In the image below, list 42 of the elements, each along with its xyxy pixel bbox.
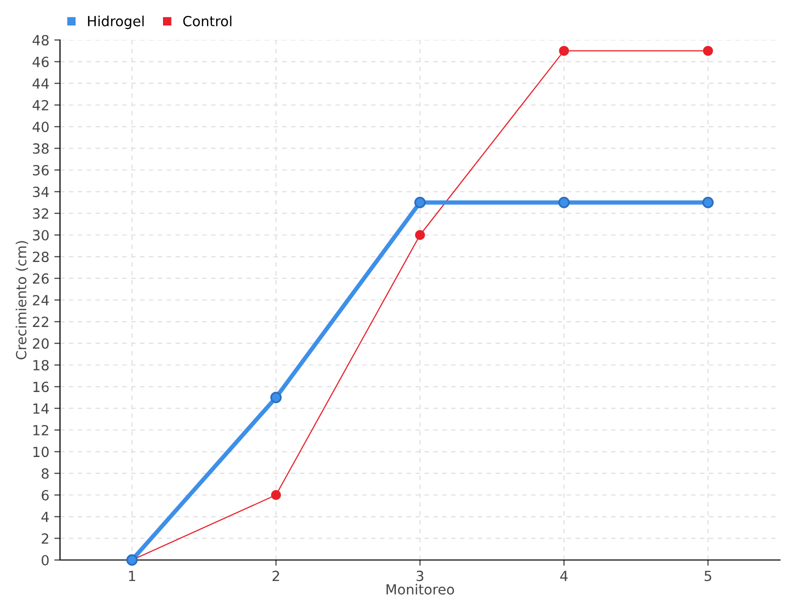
- y-tick-label: 34: [32, 186, 49, 198]
- y-tick-label: 28: [32, 252, 49, 262]
- y-axis-title: Crecimiento (cm): [16, 241, 28, 360]
- y-tick-label: 12: [33, 424, 48, 436]
- y-tick-label: 22: [32, 316, 48, 327]
- point: [270, 392, 282, 404]
- y-tick-label: 46: [32, 56, 49, 68]
- y-tick-label: 30: [32, 230, 49, 240]
- point: [703, 46, 713, 56]
- y-tick-label: 10: [33, 446, 49, 458]
- x-tick-label: 3: [416, 570, 424, 582]
- y-tick-label: 42: [32, 100, 48, 110]
- y-tick-label: 4: [41, 512, 49, 522]
- y-tick-label: 0: [42, 554, 49, 566]
- point: [415, 230, 425, 240]
- y-tick-label: 8: [42, 468, 49, 479]
- x-tick-label: 2: [272, 570, 280, 581]
- legend-label: Hidrogel: [88, 16, 144, 30]
- y-tick-label: 18: [33, 360, 49, 370]
- point: [271, 490, 281, 500]
- legend-label: Control: [183, 16, 232, 26]
- y-tick-label: 2: [42, 533, 48, 544]
- y-tick-label: 24: [32, 294, 49, 306]
- y-tick-label: 40: [32, 122, 49, 132]
- y-tick-label: 32: [32, 208, 48, 219]
- y-tick-label: 14: [33, 403, 49, 414]
- point: [414, 196, 426, 208]
- x-tick-label: 5: [704, 570, 712, 582]
- point: [558, 196, 570, 208]
- y-tick-label: 20: [32, 338, 49, 349]
- y-tick-label: 38: [32, 143, 49, 154]
- y-tick-label: 48: [32, 34, 49, 46]
- x-tick-label: 1: [129, 570, 136, 581]
- y-tick-label: 44: [32, 78, 49, 89]
- y-tick-label: 16: [33, 382, 49, 392]
- y-tick-label: 6: [42, 490, 49, 500]
- y-tick-label: 36: [32, 164, 49, 176]
- point: [559, 46, 569, 56]
- point: [702, 196, 714, 208]
- x-axis-title: Monitoreo: [386, 584, 454, 595]
- x-tick-label: 4: [560, 570, 568, 581]
- y-tick-label: 26: [32, 273, 49, 284]
